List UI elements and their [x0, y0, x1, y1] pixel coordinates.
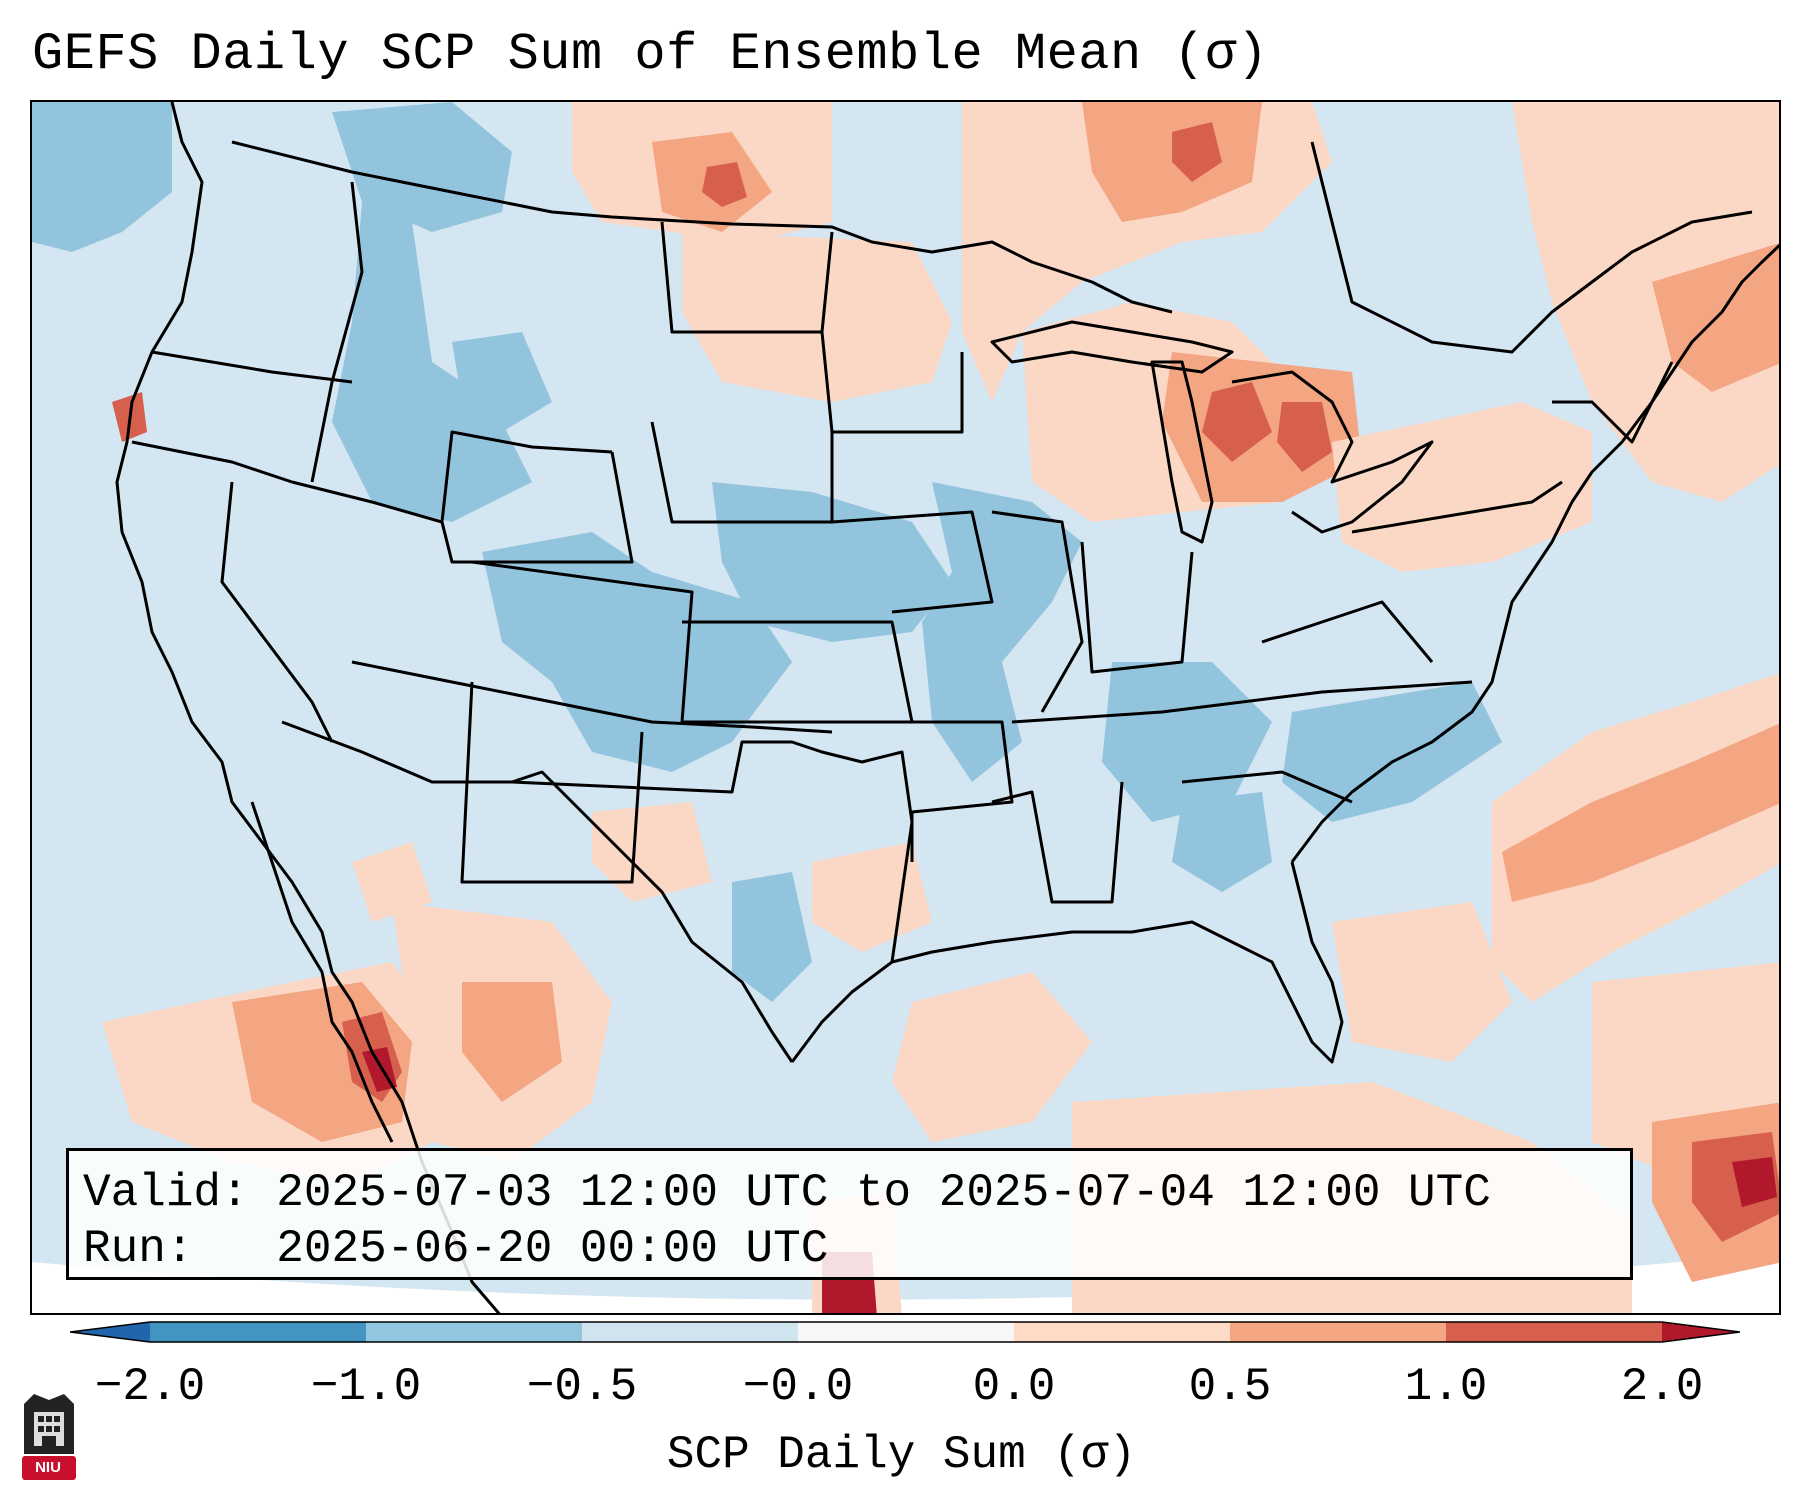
idaho-area — [332, 202, 532, 522]
dakotas-area — [682, 232, 952, 402]
colorbar-arrow-low — [70, 1322, 150, 1342]
gulf-west-area — [892, 972, 1092, 1142]
new-mexico-area — [812, 842, 932, 952]
state-line-oh-in — [1080, 541, 1194, 674]
baja-peninsula — [250, 801, 394, 1143]
michigan-peak-west — [1202, 382, 1272, 462]
state-line-va-wv — [1261, 600, 1434, 663]
negative-anomaly-areas — [32, 102, 1502, 1002]
pacific-nw-offshore-area — [32, 102, 172, 252]
state-line-ar-la — [892, 720, 1014, 862]
canada-border — [231, 140, 1173, 314]
colorbar-tick-5: 0.0 — [972, 1361, 1056, 1413]
colorado-area — [482, 532, 792, 772]
colorbar-bin-5 — [1014, 1322, 1230, 1342]
map-panel[interactable] — [30, 100, 1781, 1315]
alabama-area — [1172, 792, 1272, 892]
positive-anomaly-areas — [102, 102, 1779, 1313]
state-line-ga-sc — [1181, 770, 1353, 804]
arizona-area — [592, 802, 712, 902]
colorbar-label: SCP Daily Sum (σ) — [666, 1429, 1137, 1481]
michigan-peak-east — [1277, 402, 1332, 472]
state-line-ms-al — [991, 781, 1124, 904]
state-line-id-wy — [440, 430, 613, 523]
colorbar-tick-1: −2.0 — [94, 1361, 206, 1413]
colorbar-tick-7: 1.0 — [1404, 1361, 1488, 1413]
texas-panhandle-area — [732, 872, 812, 1002]
colorbar-tick-4: −0.0 — [742, 1361, 854, 1413]
state-line-ut-az — [351, 660, 833, 734]
state-line-co — [471, 560, 694, 723]
colorbar-tick-6: 0.5 — [1188, 1361, 1272, 1413]
state-line-new-england — [1552, 361, 1674, 444]
colorbar-outline — [70, 1321, 1740, 1343]
valid-label: Valid: — [83, 1167, 249, 1219]
run-label: Run: — [83, 1223, 194, 1275]
colorbar-tick-3: −0.5 — [526, 1361, 638, 1413]
colorbar-bin-6 — [1230, 1322, 1446, 1342]
colorbar-arrow-high — [1662, 1322, 1740, 1342]
state-line-id-mt — [310, 181, 364, 483]
state-line-mn — [820, 331, 964, 434]
run-value: 2025-06-20 00:00 UTC — [276, 1223, 829, 1275]
run-row: Run: 2025-06-20 00:00 UTC — [83, 1221, 1616, 1277]
valid-row: Valid: 2025-07-03 12:00 UTC to 2025-07-0… — [83, 1165, 1616, 1221]
lake-huron-erie — [1231, 370, 1434, 534]
state-line-ks-ok — [682, 620, 914, 724]
florida-area — [1332, 902, 1512, 1062]
baja-north-area — [352, 842, 432, 922]
saskatchewan-peak — [702, 162, 747, 207]
atlantic-band — [1502, 723, 1779, 902]
state-line-sd-ne — [650, 421, 834, 524]
iowa-missouri-area — [922, 482, 1082, 782]
colorbar-tick-2: −1.0 — [310, 1361, 422, 1413]
state-line-pa-ny — [1351, 480, 1563, 534]
bc-area — [332, 102, 512, 232]
map-title: GEFS Daily SCP Sum of Ensemble Mean (σ) — [32, 25, 1269, 84]
colorbar-bin-1 — [150, 1322, 366, 1342]
state-line-wa-or — [151, 350, 353, 384]
montana-area — [452, 332, 552, 432]
hispaniola-peak — [1732, 1157, 1777, 1207]
colorbar-bin-7 — [1446, 1322, 1662, 1342]
state-line-ia-mo — [831, 510, 994, 614]
state-line-ca-nv — [220, 481, 334, 743]
canada-interior — [1310, 141, 1753, 354]
lake-michigan — [1150, 360, 1214, 544]
state-line-nv-ut — [291, 480, 443, 524]
ontario-peak — [1172, 122, 1222, 182]
texas-outline — [511, 740, 914, 963]
carolinas-area — [1282, 682, 1502, 822]
atlantic-coast — [1290, 243, 1779, 863]
map-canvas — [32, 102, 1779, 1313]
state-line-nm — [460, 681, 644, 884]
colorbar-bin-4 — [798, 1322, 1014, 1342]
northeast-area — [1512, 102, 1779, 502]
west-coast — [115, 102, 501, 1313]
state-line-tn-ky — [1011, 680, 1473, 724]
colorbar-bin-2 — [366, 1322, 582, 1342]
lake-superior — [990, 320, 1234, 374]
sonora-core — [462, 982, 562, 1102]
niu-logo-text: NIU — [35, 1459, 61, 1476]
mexico-border — [281, 720, 794, 1063]
state-line-dakotas — [660, 221, 834, 334]
colorbar-bin-3 — [582, 1322, 798, 1342]
colorbar — [70, 1321, 1740, 1343]
state-line-or-ca — [131, 440, 293, 484]
pennsylvania-area — [1332, 402, 1592, 572]
kentucky-area — [1102, 662, 1272, 822]
boundaries — [115, 102, 1779, 1313]
colorbar-tick-8: 2.0 — [1620, 1361, 1704, 1413]
info-box: Valid: 2025-07-03 12:00 UTC to 2025-07-0… — [66, 1148, 1633, 1280]
valid-value: 2025-07-03 12:00 UTC to 2025-07-04 12:00… — [276, 1167, 1491, 1219]
state-line-wy — [440, 451, 634, 564]
state-line-il — [991, 510, 1084, 713]
niu-logo-icon — [22, 1394, 76, 1480]
